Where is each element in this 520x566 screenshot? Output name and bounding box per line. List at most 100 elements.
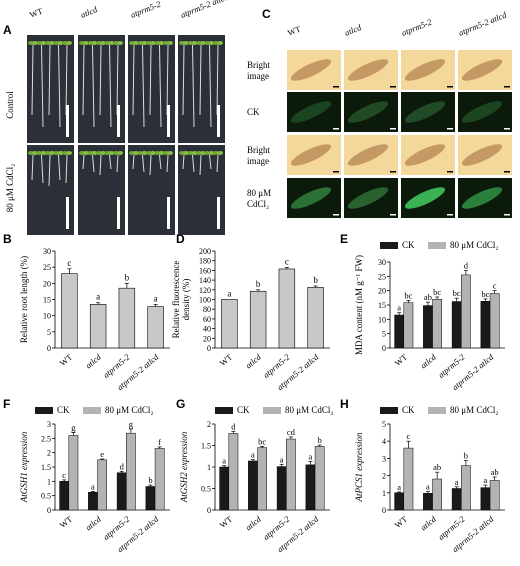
significance-letter: b: [313, 275, 318, 285]
y-tick-label: 20: [203, 334, 211, 343]
root-line: [65, 154, 68, 184]
panel-c: WT atlcd atprm5-2 atprm5-2 atlcdBrightimage…: [247, 9, 512, 218]
significance-letter: a: [227, 289, 231, 299]
root-line: [159, 44, 162, 128]
root-line: [142, 44, 145, 128]
root-tip: [347, 101, 389, 123]
root-tip: [461, 187, 503, 209]
leaf: [150, 151, 156, 155]
panel-letter-f: F: [3, 397, 10, 411]
panelC-row-label: Bright: [247, 145, 271, 155]
legend-label-ck: CK: [57, 405, 70, 415]
y-tick-label: 1: [47, 477, 51, 486]
bar: [61, 273, 78, 349]
x-tick-label: WT: [58, 513, 75, 530]
scale-bar: [333, 214, 339, 216]
bar: [126, 432, 136, 511]
root-line: [182, 154, 185, 170]
bar: [116, 472, 127, 511]
x-tick-label: WT: [218, 351, 235, 368]
leaf: [183, 41, 189, 45]
y-tick-label: 20: [378, 287, 386, 296]
significance-letter: c: [285, 256, 289, 266]
significance-letter: b: [318, 435, 322, 445]
leaf: [32, 41, 38, 45]
bar: [59, 481, 70, 511]
y-axis-label: Relative root length (%): [19, 256, 29, 343]
root-tip: [290, 101, 332, 123]
bar: [97, 459, 108, 511]
scale-bar: [66, 105, 69, 137]
significance-letter: ab: [424, 292, 432, 302]
y-tick-label: 140: [199, 276, 211, 285]
legend-label-cd: 80 μM CdCl₂: [450, 240, 498, 250]
y-tick-label: 0: [207, 344, 211, 353]
root-tip: [290, 59, 332, 81]
bar: [145, 486, 156, 511]
bar: [219, 466, 230, 511]
y-tick-label: 80: [203, 305, 211, 314]
scale-bar: [504, 128, 510, 130]
bar: [403, 447, 414, 511]
leaf: [40, 41, 47, 45]
root-line: [116, 154, 119, 173]
bar: [278, 268, 296, 349]
bar: [480, 301, 491, 349]
y-tick-label: 4: [382, 437, 386, 446]
significance-letter: b: [256, 279, 261, 289]
root-line: [41, 154, 44, 184]
scale-bar: [167, 105, 170, 137]
legend-swatch-cd: [263, 407, 281, 414]
significance-letter: d: [120, 461, 125, 471]
root-tip: [404, 101, 446, 123]
scale-bar: [447, 214, 453, 216]
bar: [489, 480, 500, 511]
root-line: [99, 44, 102, 116]
root-line: [192, 154, 195, 173]
scale-bar: [167, 197, 170, 229]
root-line: [65, 44, 68, 116]
significance-letter: a: [455, 477, 459, 487]
root-line: [99, 154, 102, 176]
leaf: [108, 151, 115, 155]
bar: [147, 306, 164, 349]
root-line: [166, 154, 169, 173]
bar: [257, 447, 267, 511]
leaf: [133, 151, 139, 155]
y-tick-label: 200: [199, 247, 211, 256]
leaf: [66, 41, 72, 45]
bar: [286, 438, 296, 511]
root-line: [132, 154, 135, 170]
bar: [423, 305, 433, 349]
scale-bar: [504, 171, 510, 173]
panelC-row-label: image: [247, 156, 269, 166]
significance-letter: a: [309, 451, 313, 461]
significance-letter: b: [148, 475, 152, 485]
x-tick-label: atlcd: [418, 351, 438, 370]
leaf: [208, 151, 215, 155]
legend-swatch-ck: [215, 407, 233, 414]
panelC-row-label: Bright: [247, 60, 271, 70]
y-tick-label: 0: [47, 506, 51, 515]
chart-e: 0 5 10 15 20 25 30 MDA content (nM g⁻¹ FW) WT atl…: [354, 240, 505, 392]
bar: [305, 464, 316, 511]
leaf: [150, 41, 156, 45]
significance-letter: bc: [481, 289, 489, 299]
bar: [432, 478, 442, 511]
legend-swatch-ck: [380, 242, 398, 249]
y-tick-label: 25: [378, 272, 386, 281]
bar: [248, 460, 258, 511]
panelA-col-label: atprm5-2: [129, 0, 163, 20]
root-line: [142, 154, 145, 173]
y-tick-label: 0: [207, 506, 211, 515]
y-tick-label: 3: [47, 420, 51, 429]
y-tick-label: 10: [378, 315, 386, 324]
y-tick-label: 15: [378, 301, 386, 310]
root-tip: [347, 59, 389, 81]
x-tick-label: atlcd: [418, 513, 438, 532]
root-line: [149, 154, 152, 176]
leaf: [49, 41, 55, 45]
legend-label-cd: 80 μM CdCl₂: [285, 405, 333, 415]
root-line: [48, 44, 51, 116]
